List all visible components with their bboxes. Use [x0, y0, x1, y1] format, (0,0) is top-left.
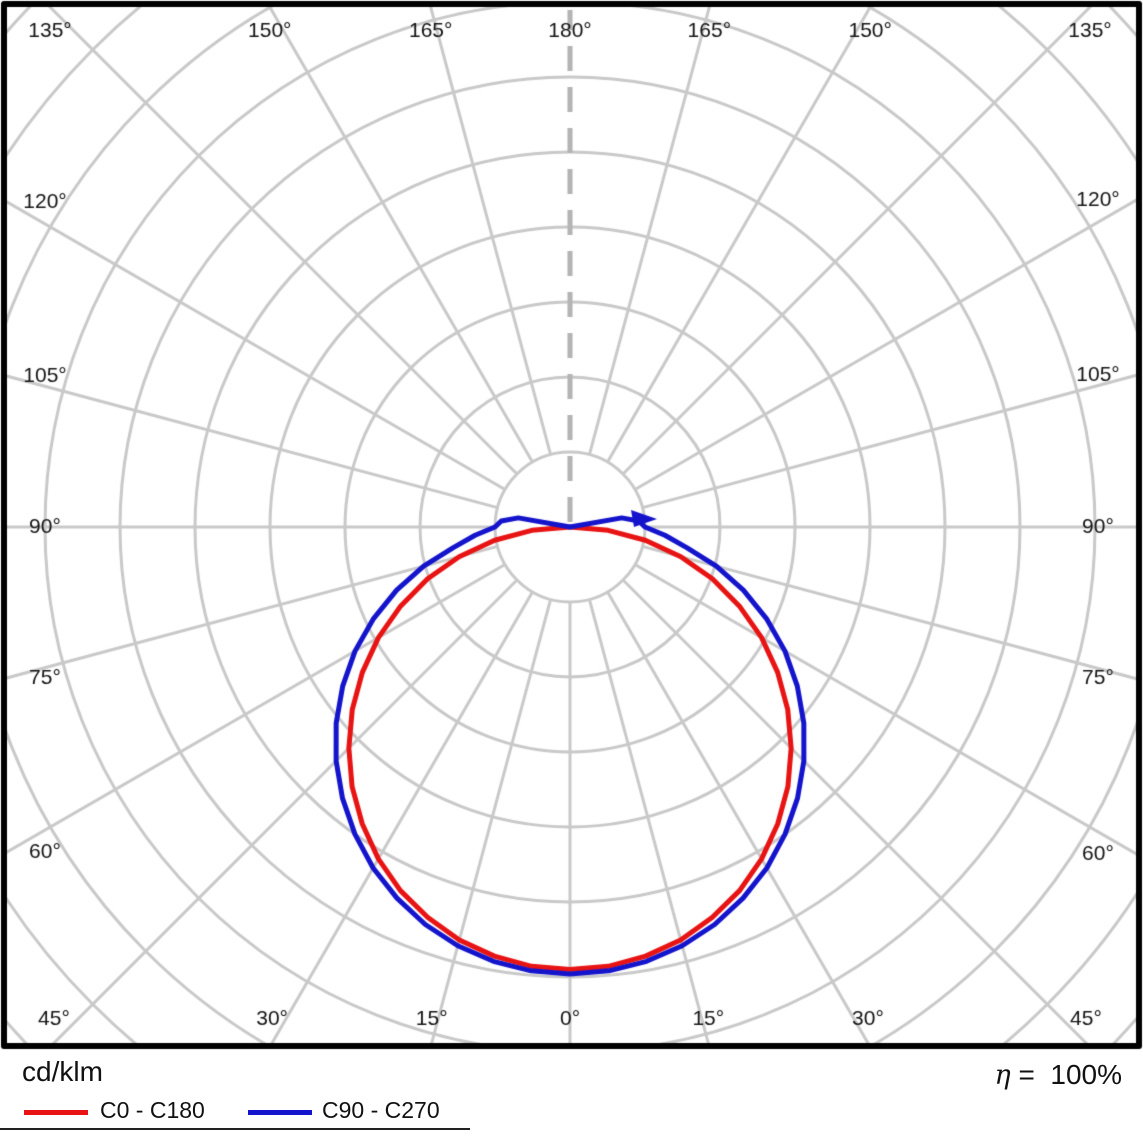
legend-label-c90-c270: C90 - C270 — [322, 1097, 440, 1123]
efficiency-label: η = 100% — [995, 1059, 1123, 1091]
legend-label-c0-c180: C0 - C180 — [100, 1097, 205, 1123]
legend-swatch-c0-c180 — [24, 1110, 88, 1115]
efficiency-value: = 100% — [1018, 1059, 1122, 1090]
legend-swatch-c90-c270 — [248, 1110, 312, 1115]
radial-unit-label: cd/klm — [22, 1056, 103, 1087]
legend-divider-line — [0, 1128, 470, 1130]
eta-symbol: η — [994, 1060, 1011, 1091]
